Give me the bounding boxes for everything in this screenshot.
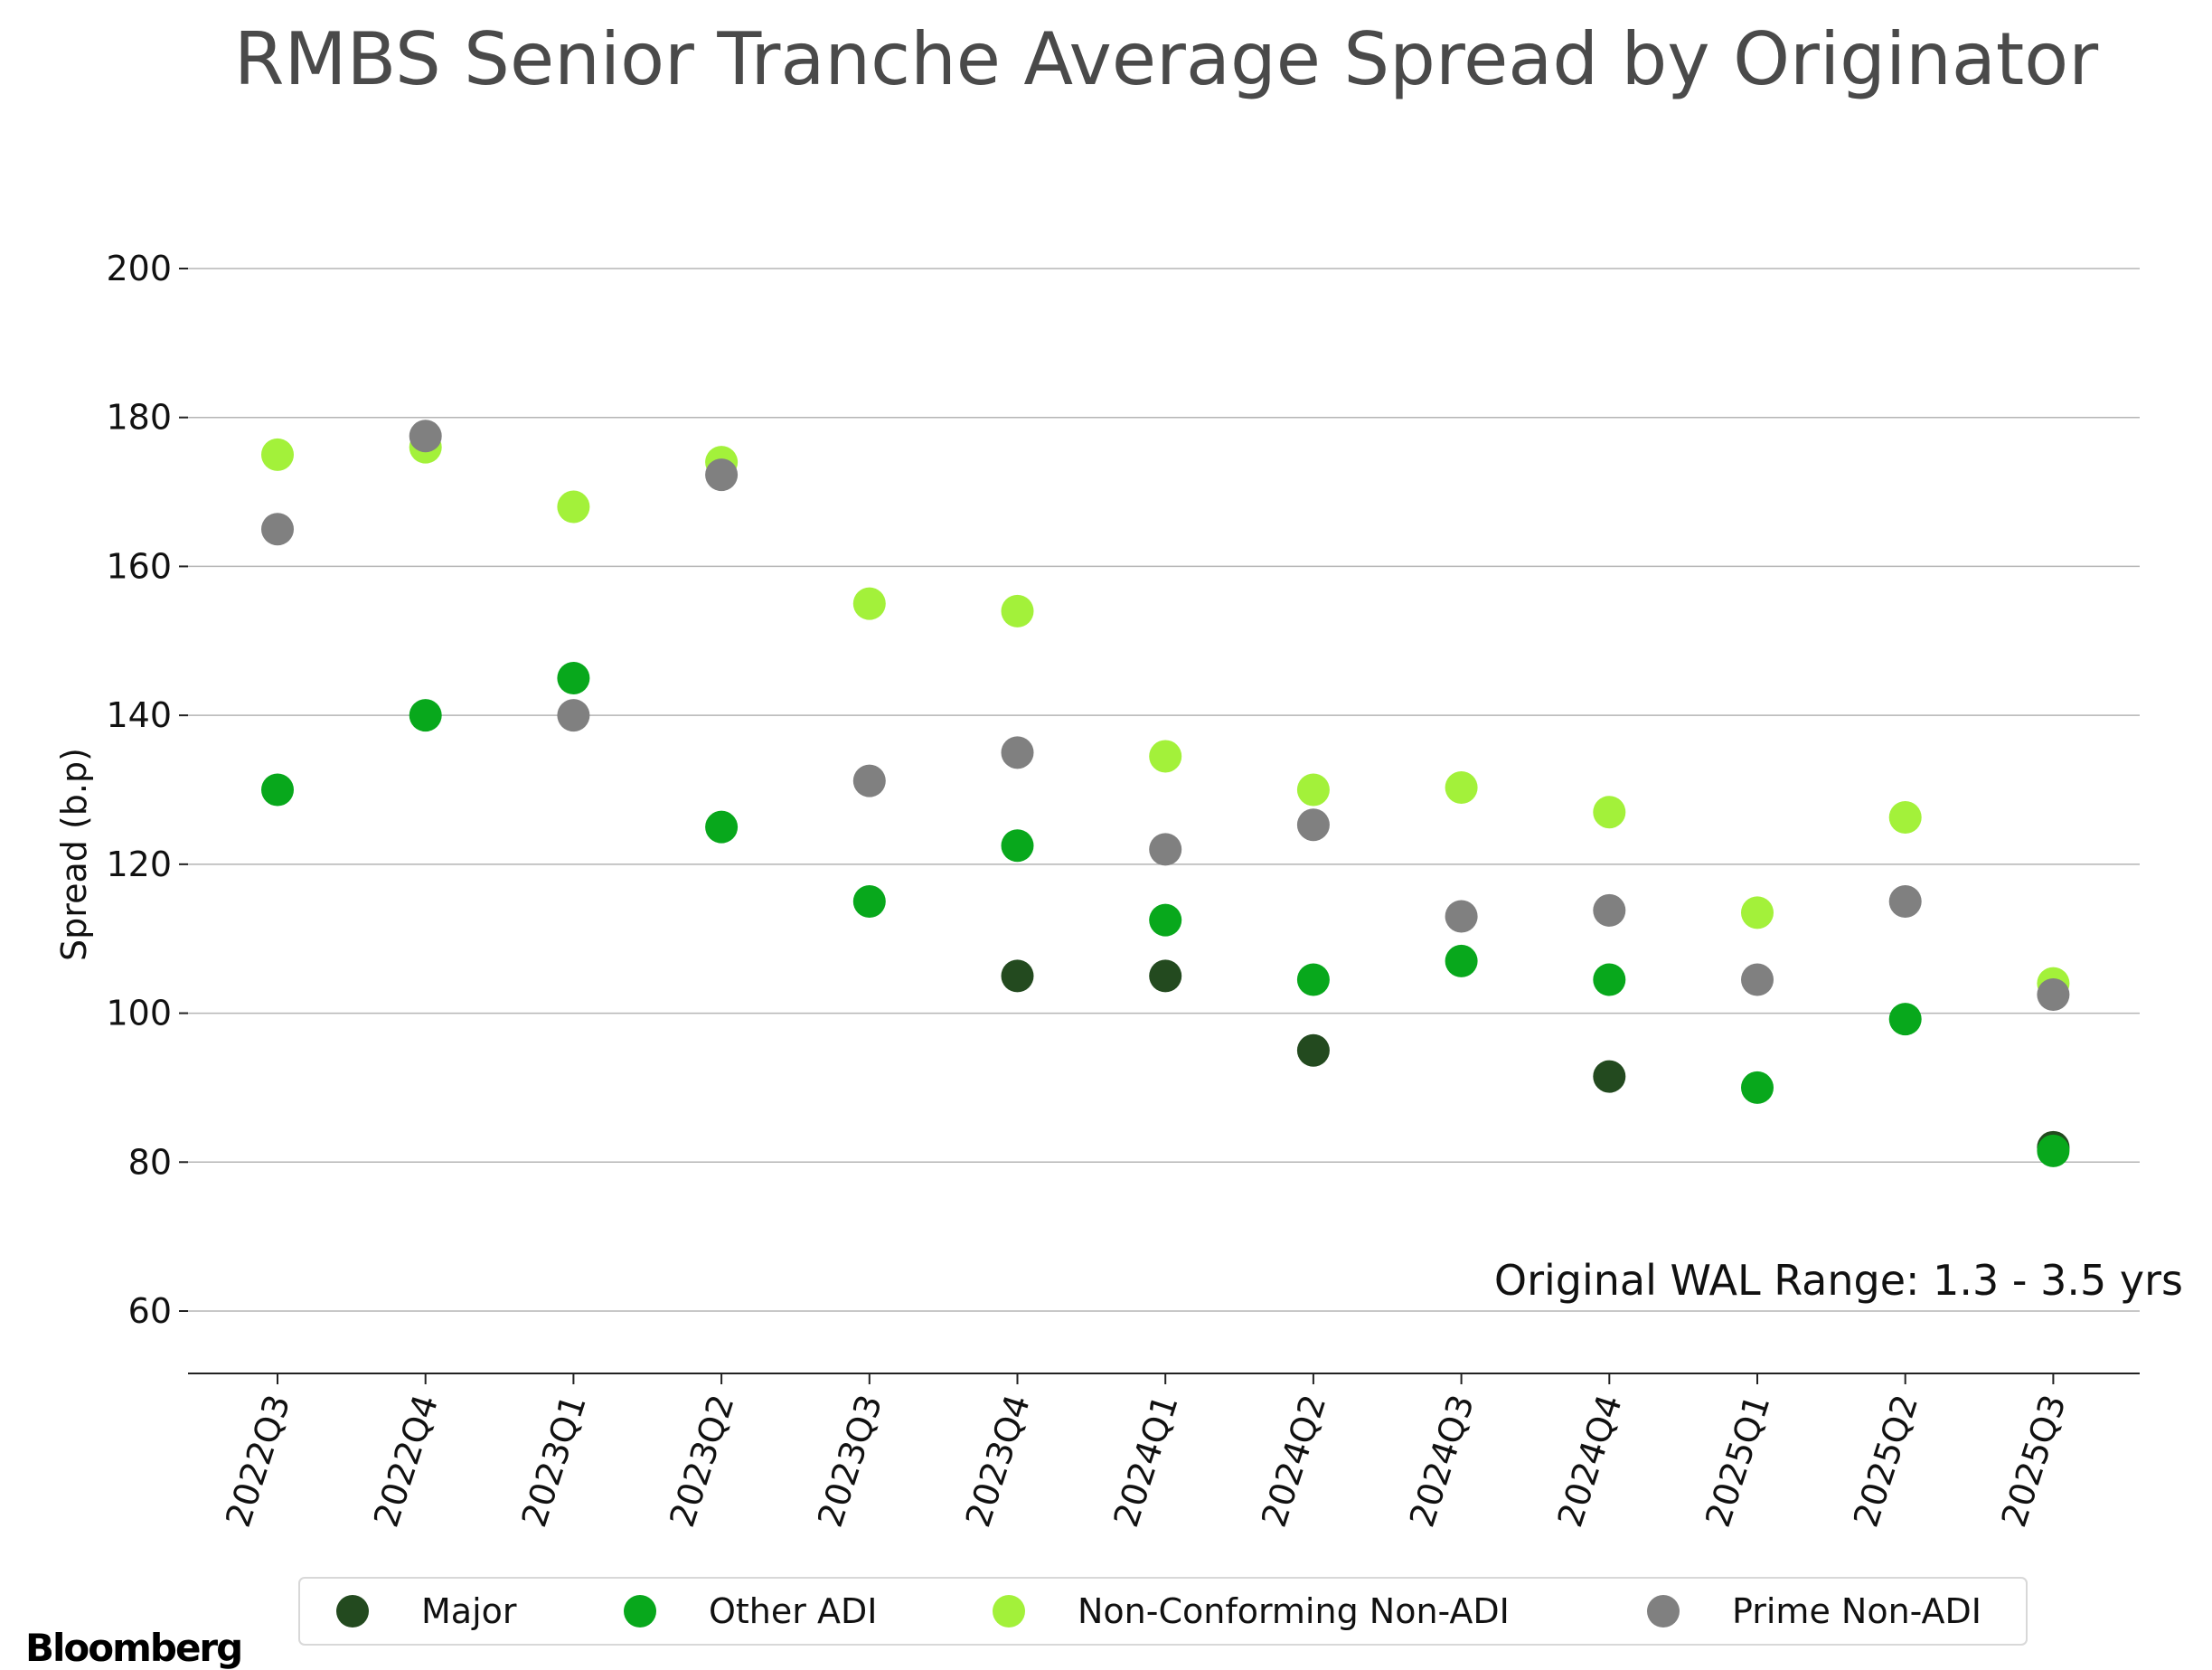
- x-tick-label-2025Q3: 2025Q3: [1994, 1390, 2074, 1532]
- point-non-conforming-non-adi-2024Q4: [1593, 796, 1626, 829]
- point-non-conforming-non-adi-2022Q3: [261, 438, 294, 471]
- point-non-conforming-non-adi-2024Q1: [1149, 740, 1182, 773]
- point-prime-non-adi-2023Q2: [705, 458, 739, 492]
- x-axis: 2022Q3 2022Q4 2023Q1 2023Q2 2023Q3 2023Q4 2024…: [218, 1373, 2074, 1532]
- point-other-adi-2024Q2: [1296, 963, 1330, 996]
- legend-label-non-conforming-non-adi: Non-Conforming Non-ADI: [1078, 1591, 1510, 1631]
- point-prime-non-adi-2022Q4: [409, 420, 442, 453]
- point-other-adi-2025Q1: [1741, 1071, 1774, 1104]
- point-major-2024Q1: [1149, 959, 1182, 993]
- y-tick-label: 80: [128, 1142, 172, 1182]
- x-tick-label-2024Q1: 2024Q1: [1106, 1390, 1185, 1532]
- y-axis-label: Spread (b.p): [54, 748, 94, 961]
- y-axis: 60 80 100 120 140 160 180 200: [106, 249, 188, 1331]
- point-other-adi-2024Q1: [1149, 903, 1182, 937]
- x-tick-label-2025Q2: 2025Q2: [1846, 1390, 1925, 1532]
- legend-box: [298, 1577, 2028, 1646]
- x-tick-label-2023Q1: 2023Q1: [514, 1390, 594, 1532]
- y-tick-label: 140: [106, 695, 172, 735]
- point-non-conforming-non-adi-2025Q1: [1741, 896, 1774, 929]
- point-prime-non-adi-2024Q1: [1149, 833, 1182, 866]
- point-other-adi-2024Q4: [1593, 963, 1626, 996]
- legend-label-other-adi: Other ADI: [709, 1591, 877, 1631]
- legend-marker-other-adi: [624, 1595, 656, 1628]
- point-non-conforming-non-adi-2023Q4: [1001, 594, 1034, 627]
- legend-label-major: Major: [421, 1591, 517, 1631]
- x-tick-label-2023Q3: 2023Q3: [810, 1390, 890, 1532]
- legend-label-prime-non-adi: Prime Non-ADI: [1732, 1591, 1981, 1631]
- point-major-2023Q4: [1001, 959, 1034, 993]
- y-tick-label: 60: [128, 1291, 172, 1331]
- legend-marker-non-conforming-non-adi: [993, 1595, 1025, 1628]
- point-non-conforming-non-adi-2023Q3: [852, 587, 886, 620]
- point-prime-non-adi-2024Q2: [1296, 808, 1330, 842]
- point-non-conforming-non-adi-2023Q1: [557, 490, 590, 524]
- y-tick-label: 180: [106, 398, 172, 438]
- chart-title: RMBS Senior Tranche Average Spread by Or…: [234, 17, 2098, 101]
- wal-range-annotation: Original WAL Range: 1.3 - 3.5 yrs: [1494, 1256, 2183, 1305]
- legend-marker-major: [336, 1595, 369, 1628]
- point-other-adi-2023Q3: [852, 885, 886, 919]
- x-tick-label-2023Q2: 2023Q2: [662, 1390, 741, 1532]
- y-tick-label: 100: [106, 994, 172, 1033]
- x-tick-label-2025Q1: 2025Q1: [1698, 1390, 1777, 1532]
- y-tick-label: 200: [106, 249, 172, 288]
- y-tick-label: 160: [106, 546, 172, 586]
- point-prime-non-adi-2024Q3: [1445, 900, 1478, 933]
- data-points: [261, 420, 2070, 1167]
- point-major-2024Q4: [1593, 1060, 1626, 1093]
- point-other-adi-2023Q2: [705, 810, 739, 844]
- point-other-adi-2024Q3: [1445, 944, 1478, 977]
- y-tick-label: 120: [106, 844, 172, 884]
- point-prime-non-adi-2025Q3: [2037, 977, 2070, 1011]
- point-prime-non-adi-2022Q3: [261, 513, 294, 546]
- point-non-conforming-non-adi-2024Q3: [1445, 771, 1478, 805]
- bloomberg-logo: Bloomberg: [25, 1626, 241, 1670]
- x-tick-label-2023Q4: 2023Q4: [958, 1390, 1038, 1532]
- x-tick-label-2024Q3: 2024Q3: [1402, 1390, 1482, 1532]
- point-prime-non-adi-2025Q2: [1888, 885, 1922, 919]
- point-other-adi-2023Q4: [1001, 829, 1034, 863]
- x-tick-label-2024Q4: 2024Q4: [1549, 1390, 1629, 1532]
- x-tick-label-2024Q2: 2024Q2: [1254, 1390, 1333, 1532]
- point-non-conforming-non-adi-2025Q2: [1888, 800, 1922, 834]
- point-other-adi-2022Q4: [409, 699, 442, 732]
- point-prime-non-adi-2023Q1: [557, 699, 590, 732]
- legend-marker-prime-non-adi: [1647, 1595, 1680, 1628]
- point-other-adi-2023Q1: [557, 661, 590, 694]
- point-non-conforming-non-adi-2024Q2: [1296, 773, 1330, 807]
- point-other-adi-2025Q3: [2037, 1134, 2070, 1167]
- point-prime-non-adi-2024Q4: [1593, 893, 1626, 927]
- point-prime-non-adi-2023Q3: [852, 764, 886, 797]
- legend: Major Other ADI Non-Conforming Non-ADI Prim…: [336, 1591, 1981, 1631]
- point-prime-non-adi-2023Q4: [1001, 736, 1034, 769]
- gridlines: [188, 268, 2140, 1312]
- point-other-adi-2025Q2: [1888, 1003, 1922, 1036]
- point-major-2024Q2: [1296, 1033, 1330, 1067]
- x-tick-label-2022Q4: 2022Q4: [366, 1390, 446, 1532]
- point-prime-non-adi-2025Q1: [1741, 963, 1774, 996]
- point-other-adi-2022Q3: [261, 773, 294, 807]
- x-tick-label-2022Q3: 2022Q3: [218, 1390, 297, 1532]
